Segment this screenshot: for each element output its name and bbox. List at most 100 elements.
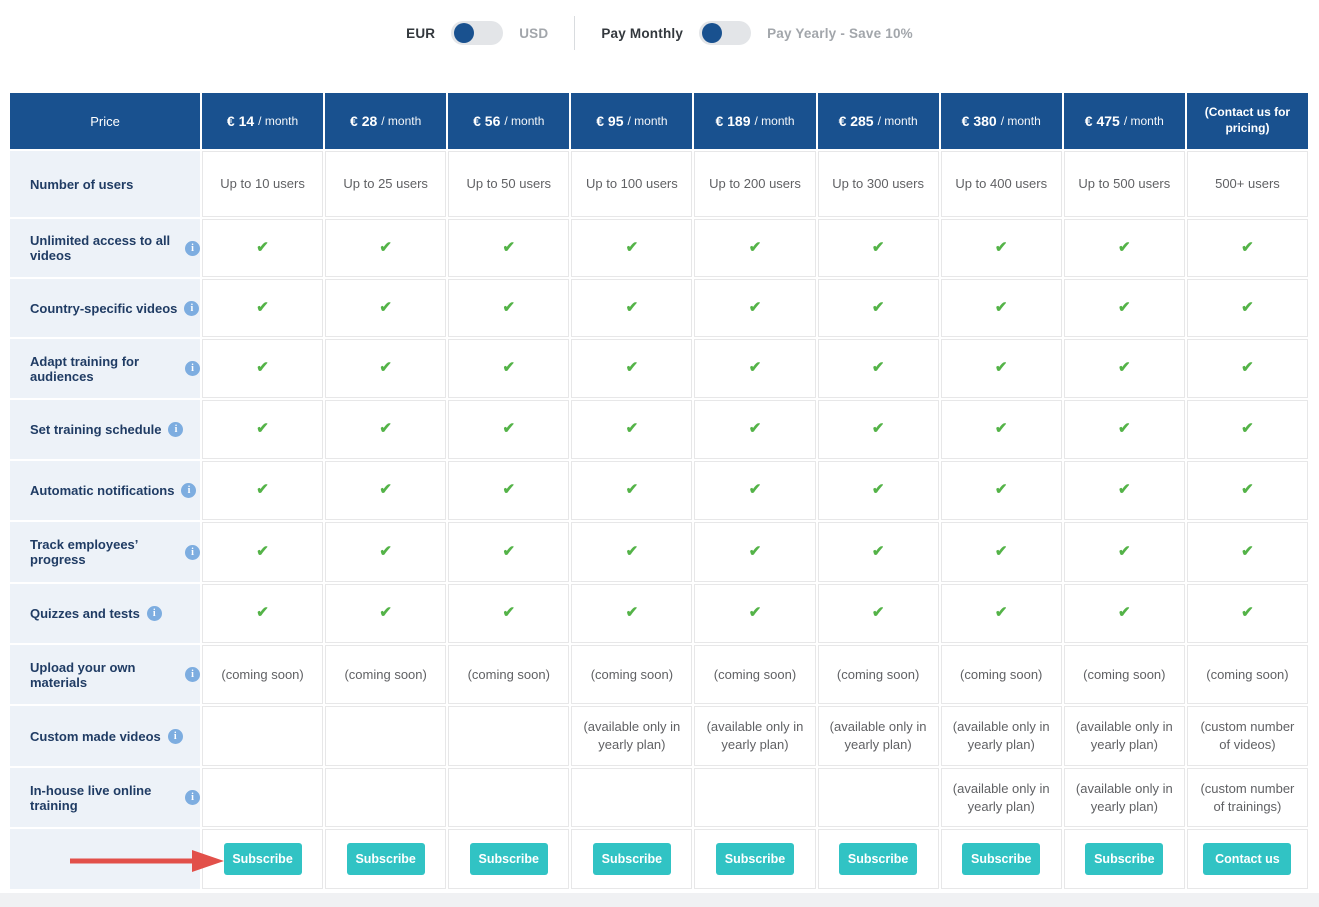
check-icon: ✔	[1241, 480, 1254, 500]
check-icon: ✔	[379, 238, 392, 258]
check-icon: ✔	[995, 542, 1008, 562]
info-icon[interactable]: i	[185, 667, 200, 682]
cell-check: ✔	[325, 584, 446, 643]
cell-check: ✔	[694, 400, 815, 459]
cell-check: ✔	[571, 584, 692, 643]
check-icon: ✔	[256, 542, 269, 562]
info-icon[interactable]: i	[185, 545, 200, 560]
info-icon[interactable]: i	[168, 729, 183, 744]
footer-cell: Subscribe	[1064, 829, 1185, 889]
row-label-text: Track employees’ progress	[30, 537, 178, 567]
check-icon: ✔	[1118, 238, 1131, 258]
row-label-text: Unlimited access to all videos	[30, 233, 178, 263]
check-icon: ✔	[749, 238, 762, 258]
cell-coming-soon: (coming soon)	[1064, 645, 1185, 704]
info-icon[interactable]: i	[184, 301, 199, 316]
check-icon: ✔	[872, 358, 885, 378]
subscribe-button-4[interactable]: Subscribe	[593, 843, 671, 875]
subscribe-button-8[interactable]: Subscribe	[1085, 843, 1163, 875]
check-icon: ✔	[502, 419, 515, 439]
cell-check: ✔	[448, 461, 569, 520]
cell-users-2: Up to 25 users	[325, 151, 446, 217]
check-icon: ✔	[872, 419, 885, 439]
footer-cell: Subscribe	[202, 829, 323, 889]
plan-price: € 475	[1085, 113, 1120, 129]
check-icon: ✔	[1118, 358, 1131, 378]
subscribe-button-7[interactable]: Subscribe	[962, 843, 1040, 875]
check-icon: ✔	[749, 298, 762, 318]
cell-check: ✔	[202, 219, 323, 277]
cell-check: ✔	[818, 400, 939, 459]
cell-check: ✔	[1064, 279, 1185, 337]
cell-empty	[571, 768, 692, 827]
info-icon[interactable]: i	[185, 790, 200, 805]
check-icon: ✔	[502, 298, 515, 318]
info-icon[interactable]: i	[185, 361, 200, 376]
info-icon[interactable]: i	[181, 483, 196, 498]
check-icon: ✔	[626, 419, 639, 439]
check-icon: ✔	[872, 298, 885, 318]
subscribe-button-5[interactable]: Subscribe	[716, 843, 794, 875]
subscribe-button-6[interactable]: Subscribe	[839, 843, 917, 875]
cell-check: ✔	[818, 461, 939, 520]
check-icon: ✔	[379, 542, 392, 562]
row-label-number-of-users: Number of users	[10, 151, 200, 217]
toggle-knob	[454, 23, 474, 43]
check-icon: ✔	[502, 480, 515, 500]
billing-toggle-switch[interactable]	[699, 21, 751, 45]
footer-cell: Subscribe	[941, 829, 1062, 889]
row-label-upload-materials: Upload your own materialsi	[10, 645, 200, 704]
cell-check: ✔	[1064, 522, 1185, 582]
check-icon: ✔	[1118, 480, 1131, 500]
cell-check: ✔	[1187, 279, 1308, 337]
cell-check: ✔	[202, 400, 323, 459]
subscribe-button-2[interactable]: Subscribe	[347, 843, 425, 875]
check-icon: ✔	[379, 480, 392, 500]
check-icon: ✔	[749, 603, 762, 623]
cell-check: ✔	[325, 522, 446, 582]
cell-check: ✔	[1187, 584, 1308, 643]
row-label-track-progress: Track employees’ progress i	[10, 522, 200, 582]
billing-monthly-label[interactable]: Pay Monthly	[601, 26, 683, 41]
check-icon: ✔	[502, 603, 515, 623]
cell-coming-soon: (coming soon)	[941, 645, 1062, 704]
currency-usd-label[interactable]: USD	[519, 26, 548, 41]
header-plan-6: € 285/ month	[818, 93, 939, 149]
row-label-automatic-notifications: Automatic notificationsi	[10, 461, 200, 520]
row-label-text: Quizzes and tests	[30, 606, 140, 621]
subscribe-button-3[interactable]: Subscribe	[470, 843, 548, 875]
cell-check: ✔	[694, 339, 815, 398]
row-label-inhouse-training: In-house live online trainingi	[10, 768, 200, 827]
currency-eur-label[interactable]: EUR	[406, 26, 435, 41]
check-icon: ✔	[1241, 603, 1254, 623]
plan-suffix: / month	[258, 114, 298, 128]
cell-yearly-only: (available only in yearly plan)	[571, 706, 692, 766]
check-icon: ✔	[1118, 542, 1131, 562]
check-icon: ✔	[626, 603, 639, 623]
cell-users-1: Up to 10 users	[202, 151, 323, 217]
toggle-divider	[574, 16, 575, 50]
plan-price: € 380	[962, 113, 997, 129]
plan-price: € 56	[473, 113, 500, 129]
check-icon: ✔	[256, 480, 269, 500]
cell-yearly-only: (available only in yearly plan)	[941, 706, 1062, 766]
row-label-set-schedule: Set training schedule i	[10, 400, 200, 459]
cell-check: ✔	[202, 522, 323, 582]
header-plan-4: € 95/ month	[571, 93, 692, 149]
cell-empty	[202, 706, 323, 766]
cell-empty	[694, 768, 815, 827]
cell-users-8: Up to 500 users	[1064, 151, 1185, 217]
contact-us-button[interactable]: Contact us	[1203, 843, 1291, 875]
cell-check: ✔	[941, 219, 1062, 277]
billing-yearly-label[interactable]: Pay Yearly - Save 10%	[767, 26, 913, 41]
currency-toggle-switch[interactable]	[451, 21, 503, 45]
subscribe-button-1[interactable]: Subscribe	[224, 843, 302, 875]
cell-check: ✔	[448, 339, 569, 398]
info-icon[interactable]: i	[168, 422, 183, 437]
plan-suffix: / month	[878, 114, 918, 128]
header-plan-2: € 28/ month	[325, 93, 446, 149]
cell-check: ✔	[571, 219, 692, 277]
row-label-text: Set training schedule	[30, 422, 161, 437]
info-icon[interactable]: i	[185, 241, 200, 256]
info-icon[interactable]: i	[147, 606, 162, 621]
